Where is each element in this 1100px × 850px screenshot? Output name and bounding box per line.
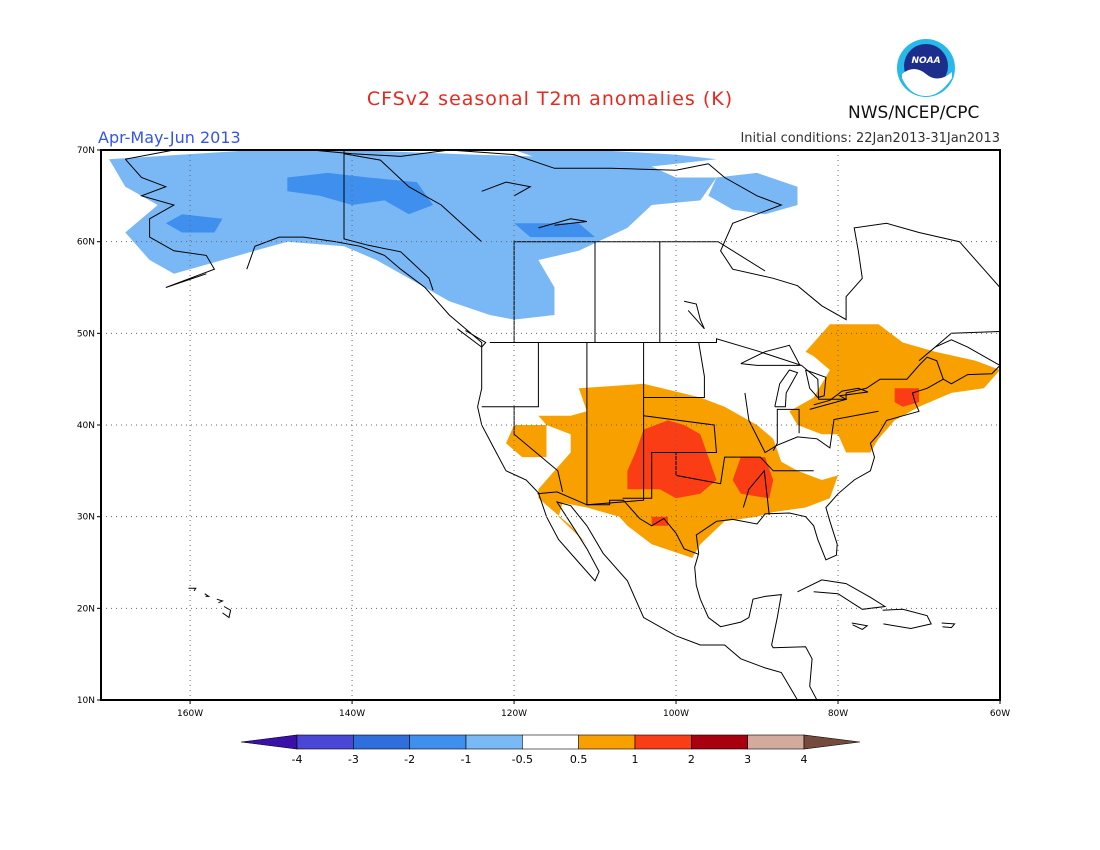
colorbar-segment [691, 734, 748, 750]
colorbar-tick-label: 0.5 [570, 753, 588, 766]
colorbar-segment [522, 734, 579, 750]
cold-region-alaska [109, 150, 717, 320]
organization-label: NWS/NCEP/CPC [848, 103, 980, 123]
lake-great-bear [481, 181, 532, 197]
great-lake-erie-ontario [809, 387, 869, 410]
chart-title: CFSv2 seasonal T2m anomalies (K) [366, 88, 734, 110]
lat-tick-label: 20N [77, 604, 95, 614]
coastline-labrador [918, 232, 1000, 288]
noaa-logo: NOAA [897, 39, 955, 97]
great-lake-superior [740, 344, 801, 366]
coastline-hudson-bay [708, 163, 920, 321]
colorbar-tick-label: -4 [292, 753, 303, 766]
lake-winnipeg [683, 300, 705, 330]
great-lake-huron [805, 369, 827, 399]
border-us-states-7 [742, 469, 770, 515]
border-us-canada [489, 338, 944, 400]
cold-region-arctic-islands [514, 150, 717, 169]
colorbar-segment [747, 734, 805, 750]
colorbar-tick-label: -0.5 [512, 753, 533, 766]
colorbar-tick-label: -1 [461, 753, 472, 766]
colorbar-arrow-left [240, 734, 298, 750]
colorbar-segment [634, 734, 692, 750]
island-puerto-rico [941, 622, 956, 629]
island-hispaniola [882, 608, 932, 630]
border-us-states-4 [622, 415, 718, 499]
island-jamaica [851, 622, 869, 630]
island-hawaii-3 [204, 593, 211, 597]
coastline-alaska-arctic [125, 150, 709, 171]
lat-tick-label: 10N [77, 696, 95, 706]
border-us-states-5 [675, 452, 814, 485]
initial-conditions-label: Initial conditions: 22Jan2013-31Jan2013 [740, 131, 1000, 146]
colorbar-segment [465, 734, 523, 750]
coastline-mexico-south [699, 594, 818, 700]
colorbar-tick-label: -2 [404, 753, 415, 766]
colorbar-tick-label: -3 [348, 753, 359, 766]
colorbar-tick-label: 1 [632, 753, 639, 766]
colorbar-arrow-right [803, 734, 861, 750]
colorbar-segment [353, 734, 410, 750]
border-alaska-canada [343, 150, 434, 291]
lon-tick-label: 120W [501, 709, 527, 719]
cold-region-yukon-core [287, 172, 434, 215]
island-hawaii-2 [188, 587, 197, 592]
lat-tick-label: 60N [77, 238, 95, 248]
border-canada-provinces [513, 241, 766, 343]
colorbar-tick-label: 2 [688, 753, 695, 766]
colorbar-segment [578, 734, 636, 750]
coastline-yucatan [694, 553, 701, 600]
lat-tick-label: 70N [77, 146, 95, 156]
colorbar-tick-label: 4 [801, 753, 808, 766]
noaa-logo-text: NOAA [911, 56, 940, 66]
cold-region-nwt-core [514, 223, 595, 238]
great-lake-michigan [774, 369, 799, 408]
lake-great-slave [538, 218, 587, 229]
lat-tick-label: 30N [77, 513, 95, 523]
island-victoria [457, 328, 487, 348]
island-newfoundland [1006, 320, 1057, 361]
lat-tick-label: 50N [77, 329, 95, 339]
border-yukon-nwt [343, 153, 483, 243]
coastline-alaska-west [124, 158, 216, 288]
lon-tick-label: 100W [663, 709, 689, 719]
colorbar-tick-label: 3 [744, 753, 751, 766]
coastline-gulf-of-mexico [695, 331, 1000, 561]
border-us-mexico [537, 491, 699, 555]
cold-region-alaska-core [165, 214, 223, 233]
lon-tick-label: 160W [177, 709, 203, 719]
island-hawaii-1 [222, 606, 232, 619]
season-label: Apr-May-Jun 2013 [98, 128, 241, 147]
border-us-states-8 [772, 408, 800, 451]
lon-tick-label: 140W [339, 709, 365, 719]
warm-region-great-basin [506, 425, 547, 458]
border-us-states [481, 342, 564, 493]
lon-tick-label: 80W [828, 709, 848, 719]
lon-tick-label: 60W [990, 709, 1010, 719]
colorbar-segment [296, 734, 354, 750]
island-hawaii-4 [216, 598, 224, 604]
warm-region-arkansas-core [732, 457, 774, 499]
border-us-states-6 [744, 392, 879, 454]
colorbar-segment [409, 734, 467, 750]
border-us-states-2 [586, 342, 645, 506]
island-cuba [797, 579, 887, 610]
lat-tick-label: 40N [77, 421, 95, 431]
border-us-states-3 [643, 342, 705, 398]
map-frame [100, 149, 1001, 701]
